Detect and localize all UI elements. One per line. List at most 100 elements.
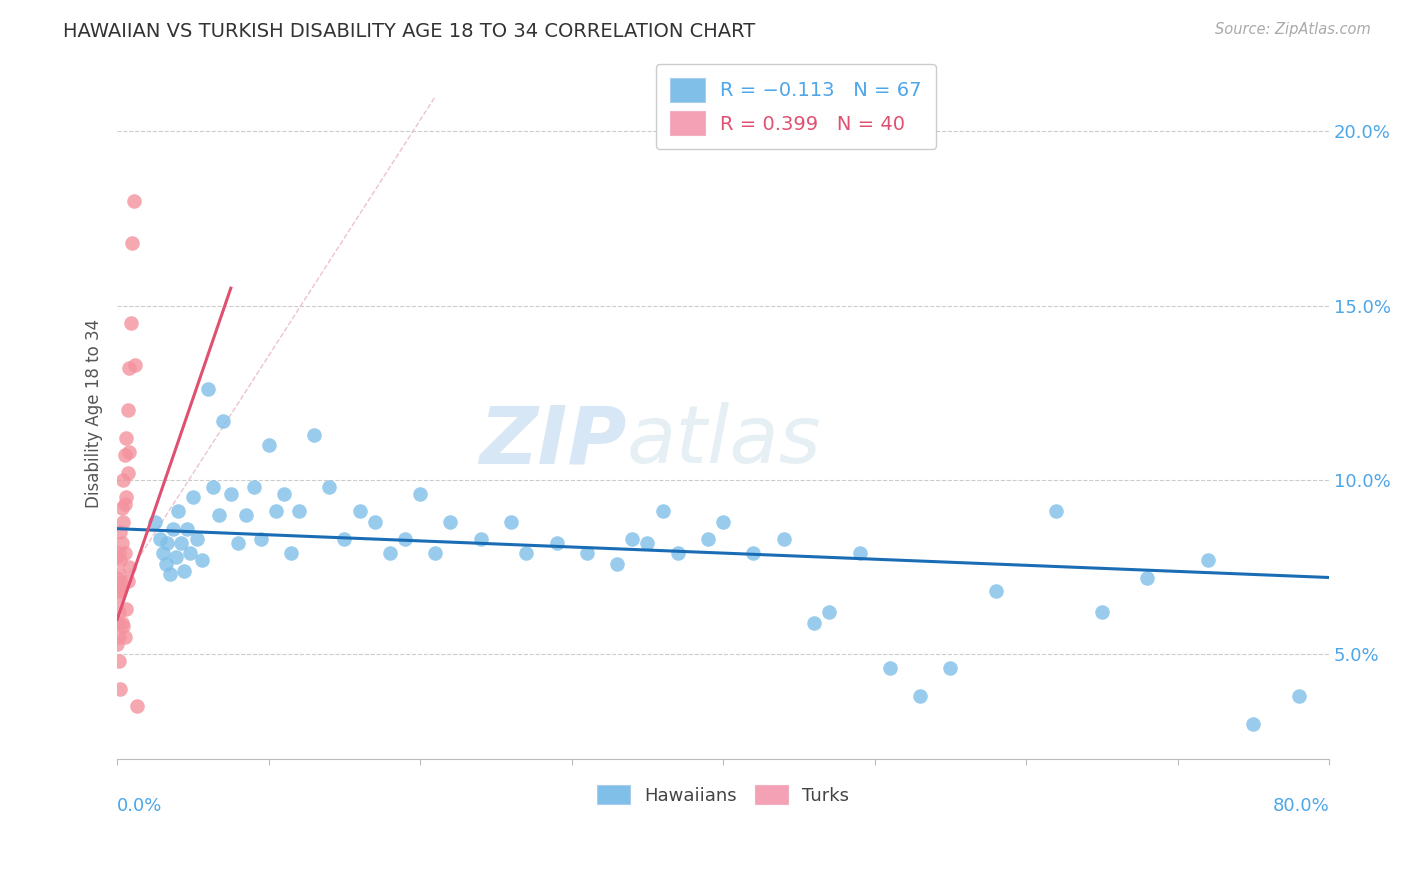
Point (107, 606, 129, 620)
Point (125, 699, 148, 714)
Point (1136, 570, 1159, 584)
Point (742, 546, 765, 560)
Point (711, 515, 734, 529)
Point (118, 361, 141, 376)
Point (117, 403, 139, 417)
Point (197, 382, 219, 396)
Point (152, 546, 174, 560)
Point (117, 574, 139, 588)
Point (155, 557, 177, 571)
Point (114, 497, 136, 511)
Point (111, 577, 134, 591)
Point (181, 491, 204, 505)
Point (115, 491, 138, 505)
Point (606, 557, 628, 571)
Text: 80.0%: 80.0% (1272, 797, 1329, 814)
Point (186, 532, 208, 546)
Point (499, 515, 522, 529)
Point (439, 515, 461, 529)
Point (1241, 717, 1264, 731)
Point (115, 431, 138, 445)
Point (697, 532, 720, 546)
Point (111, 500, 134, 515)
Point (165, 549, 187, 564)
Point (110, 525, 132, 540)
Point (818, 606, 841, 620)
Point (1288, 689, 1310, 703)
Point (111, 535, 134, 549)
Point (280, 546, 302, 560)
Point (112, 515, 135, 529)
Point (170, 535, 193, 549)
Point (848, 546, 870, 560)
Point (228, 535, 250, 549)
Point (621, 532, 644, 546)
Point (162, 522, 184, 536)
Point (666, 546, 689, 560)
Point (803, 615, 825, 630)
Point (1197, 553, 1219, 567)
Point (908, 689, 931, 703)
Point (651, 504, 673, 518)
Point (364, 515, 387, 529)
Point (208, 508, 231, 522)
Point (470, 532, 492, 546)
Point (115, 602, 138, 616)
Y-axis label: Disability Age 18 to 34: Disability Age 18 to 34 (86, 319, 103, 508)
Point (105, 570, 128, 584)
Point (288, 504, 311, 518)
Point (110, 681, 132, 696)
Point (349, 504, 371, 518)
Point (546, 535, 568, 549)
Point (107, 567, 129, 582)
Point (159, 567, 181, 582)
Point (107, 584, 129, 599)
Text: Source: ZipAtlas.com: Source: ZipAtlas.com (1215, 22, 1371, 37)
Point (107, 630, 129, 644)
Point (201, 480, 224, 494)
Point (110, 553, 132, 567)
Point (156, 535, 179, 549)
Point (143, 515, 166, 529)
Point (107, 546, 129, 560)
Point (121, 235, 143, 250)
Text: 0.0%: 0.0% (117, 797, 163, 814)
Point (114, 630, 136, 644)
Point (219, 487, 242, 501)
Point (515, 546, 537, 560)
Point (105, 591, 128, 606)
Point (378, 546, 401, 560)
Point (111, 615, 134, 630)
Point (117, 466, 139, 480)
Point (112, 619, 135, 633)
Point (939, 661, 962, 675)
Point (114, 546, 136, 560)
Point (264, 504, 287, 518)
Point (984, 584, 1007, 599)
Point (173, 564, 195, 578)
Point (114, 449, 136, 463)
Point (191, 553, 214, 567)
Point (124, 358, 146, 372)
Point (250, 532, 273, 546)
Point (105, 549, 128, 564)
Point (107, 654, 129, 668)
Point (176, 522, 198, 536)
Point (110, 581, 132, 595)
Point (120, 316, 142, 330)
Point (302, 427, 325, 442)
Point (242, 480, 264, 494)
Point (179, 546, 201, 560)
Point (105, 615, 128, 630)
Point (149, 532, 172, 546)
Point (879, 661, 901, 675)
Point (105, 637, 128, 651)
Point (333, 532, 356, 546)
Point (235, 508, 257, 522)
Point (1091, 606, 1114, 620)
Point (112, 473, 135, 487)
Point (318, 480, 340, 494)
Point (772, 532, 794, 546)
Point (122, 194, 145, 208)
Point (212, 414, 235, 428)
